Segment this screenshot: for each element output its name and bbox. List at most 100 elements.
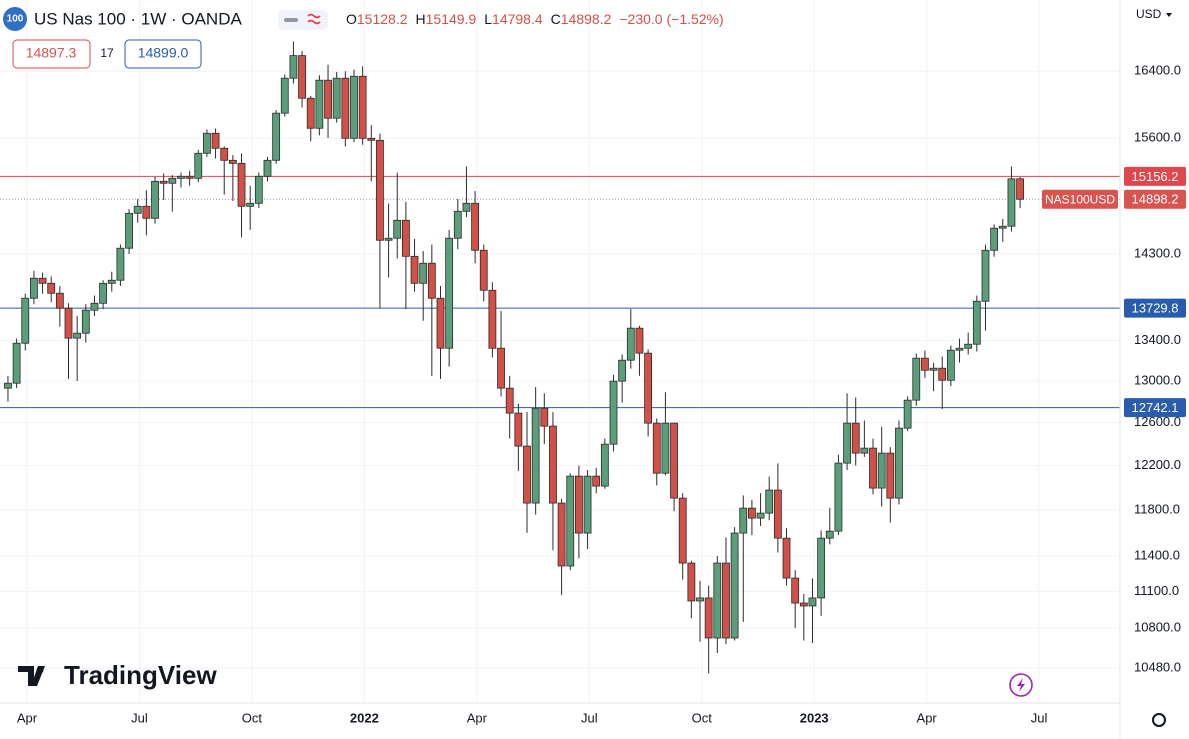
buy-button[interactable] bbox=[124, 39, 202, 69]
candle-body bbox=[765, 489, 774, 514]
level-label-box bbox=[1124, 298, 1186, 318]
y-tick-label: 11100.0 bbox=[1134, 583, 1179, 598]
candle-body bbox=[393, 219, 402, 239]
candle-body bbox=[748, 507, 756, 519]
candle-body bbox=[782, 537, 791, 579]
ohlc-value: 15149.9 bbox=[426, 11, 477, 27]
candle-body bbox=[704, 597, 713, 639]
candle-body bbox=[298, 55, 306, 99]
candle-body bbox=[505, 387, 514, 414]
y-tick-label: 15600.0 bbox=[1134, 129, 1181, 144]
candle-body bbox=[12, 342, 21, 384]
candle-body bbox=[877, 452, 886, 489]
candle-body bbox=[21, 297, 30, 344]
candle-body bbox=[376, 139, 384, 241]
candle-body bbox=[678, 497, 687, 564]
candle-body bbox=[912, 357, 921, 401]
candle-body bbox=[453, 210, 462, 239]
candle-body bbox=[964, 343, 973, 349]
x-tick-label: Oct bbox=[242, 710, 263, 725]
candle-body bbox=[107, 279, 116, 284]
candle-body bbox=[47, 282, 56, 294]
candle-body bbox=[635, 327, 644, 354]
candle-body bbox=[367, 137, 376, 141]
indicator-toggle[interactable] bbox=[278, 10, 328, 30]
last-price-box bbox=[1124, 189, 1186, 209]
level-label: 15156.2 bbox=[1132, 169, 1179, 184]
candle-body bbox=[55, 292, 64, 309]
x-tick-label: Apr bbox=[917, 710, 938, 725]
candle-body bbox=[609, 380, 618, 445]
candle-body bbox=[237, 162, 246, 207]
candle-body bbox=[722, 562, 730, 639]
toggle-icon bbox=[284, 18, 298, 22]
candle-body bbox=[540, 407, 549, 427]
candle-body bbox=[341, 77, 350, 139]
ohlc-value: 14798.4 bbox=[492, 11, 543, 27]
x-tick-label: Oct bbox=[692, 710, 713, 725]
candle-body bbox=[436, 297, 445, 349]
candle-body bbox=[713, 562, 722, 639]
settings-icon[interactable] bbox=[1152, 713, 1166, 727]
candle-body bbox=[834, 462, 843, 532]
candle-body bbox=[808, 597, 817, 607]
candle-body bbox=[159, 180, 168, 184]
y-tick-label: 11800.0 bbox=[1134, 501, 1180, 516]
candle-body bbox=[903, 399, 912, 429]
candle-body bbox=[64, 307, 73, 339]
x-tick-label: Apr bbox=[467, 710, 488, 725]
ohlc-key: C bbox=[551, 11, 561, 27]
candle-body bbox=[886, 452, 895, 499]
candle-body bbox=[497, 347, 505, 389]
ohlc-key: L bbox=[484, 11, 492, 27]
x-tick-label: Jul bbox=[581, 710, 598, 725]
candle-body bbox=[946, 349, 955, 381]
candle-body bbox=[228, 159, 237, 164]
lightning-icon bbox=[1017, 678, 1025, 692]
candle-body bbox=[869, 447, 877, 489]
candle-body bbox=[998, 225, 1007, 229]
candle-body bbox=[531, 407, 540, 504]
y-tick-label: 14300.0 bbox=[1134, 245, 1181, 260]
candle-body bbox=[514, 412, 523, 447]
candle-body bbox=[488, 289, 497, 349]
candle-body bbox=[618, 359, 627, 382]
candle-body bbox=[938, 367, 947, 381]
y-tick-label: 13000.0 bbox=[1134, 372, 1181, 387]
candle-body bbox=[272, 112, 281, 161]
grid bbox=[0, 0, 1120, 703]
candle-body bbox=[825, 530, 834, 539]
currency-caret bbox=[1166, 13, 1172, 17]
candle-body bbox=[471, 202, 479, 251]
lightning-icon[interactable] bbox=[1009, 673, 1033, 697]
ohlc-key: H bbox=[416, 11, 426, 27]
candle-body bbox=[315, 79, 324, 129]
chart-title[interactable]: US Nas 100 · 1W · OANDA bbox=[34, 9, 242, 28]
candle-body bbox=[168, 177, 177, 184]
candle-body bbox=[851, 422, 860, 454]
last-price-name: NAS100USD bbox=[1045, 192, 1115, 206]
candle-body bbox=[817, 537, 826, 599]
candle-body bbox=[142, 205, 151, 219]
spread: 17 bbox=[100, 46, 114, 60]
candle-body bbox=[990, 227, 999, 251]
candle-body bbox=[90, 302, 99, 311]
candle-body bbox=[1016, 178, 1024, 200]
candle-body bbox=[523, 445, 531, 504]
candle-body bbox=[549, 425, 557, 504]
candle-body bbox=[81, 309, 90, 334]
ohlc-legend: O15128.2 H15149.9 L14798.4 C14898.2 −230.0 (… bbox=[346, 11, 724, 27]
candle-body bbox=[799, 602, 808, 607]
candle-body bbox=[99, 282, 108, 304]
currency[interactable]: USD bbox=[1136, 7, 1162, 21]
candle-body bbox=[696, 597, 704, 602]
y-tick-label: 10800.0 bbox=[1134, 620, 1181, 635]
candle-body bbox=[860, 447, 869, 454]
sell-button[interactable] bbox=[12, 39, 91, 69]
candle-body bbox=[177, 175, 185, 179]
candle-body bbox=[350, 75, 358, 139]
candle-body bbox=[626, 327, 635, 361]
candle-body bbox=[1007, 178, 1016, 227]
